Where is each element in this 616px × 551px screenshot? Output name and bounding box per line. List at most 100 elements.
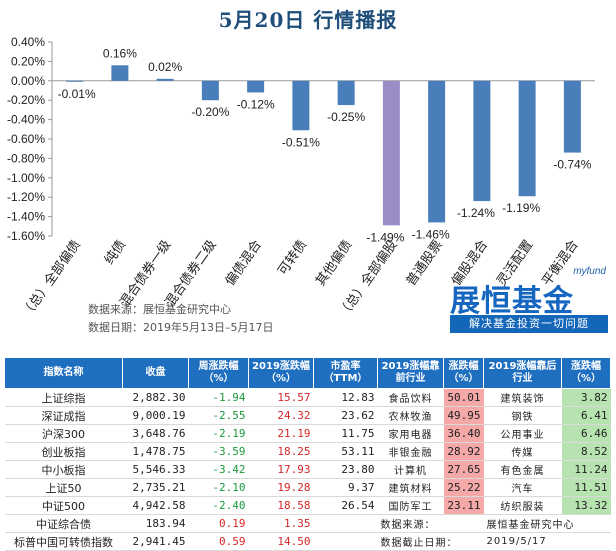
cell-pe [313,532,378,551]
header-ytd-change: 2019涨跌幅（%） [248,357,314,389]
cell-top-industry: 建筑材料 [377,478,444,497]
cell-top-change: 50.01 [443,388,484,407]
cell-bottom-industry: 纺织服装 [483,496,562,515]
cell-ytd-change: 21.19 [248,424,314,443]
cell-week-change: -3.42 [188,460,249,479]
cell-week-change: -2.40 [188,496,249,515]
bar-value-label: -0.51% [282,135,320,149]
cell-bottom-change: 3.82 [561,388,611,407]
y-tick-label: 0.20% [11,54,45,68]
cell-bottom-industry: 建筑装饰 [483,388,562,407]
cell-ytd-change: 14.50 [248,532,314,551]
table-row: 创业板指 1,478.75 -3.59 18.25 53.11 非银金融 28.92 传媒 8.… [4,442,611,461]
cell-pe: 11.75 [313,424,378,443]
table-body: 上证综指 2,882.30 -1.94 15.57 12.83 食品饮料 50.01 建筑装饰… [4,388,611,551]
x-category-label: 纯债 [102,238,129,268]
cell-top-industry: 家用电器 [377,424,444,443]
cell-bottom-change: 6.46 [561,424,611,443]
cell-ytd-change: 18.58 [248,496,314,515]
cell-bottom-change: 13.32 [561,496,611,515]
bar-1 [111,65,129,81]
bar-value-label: -0.12% [237,97,275,111]
cell-ytd-change: 18.25 [248,442,314,461]
table-row: 中小板指 5,546.33 -3.42 17.93 23.80 计算机 27.65 有色金属 1… [4,460,611,479]
table-row: 上证50 2,735.21 -2.10 19.28 9.37 建筑材料 25.22 汽车 11.… [4,478,611,497]
cell-week-change: -2.55 [188,406,249,425]
cell-pe: 23.80 [313,460,378,479]
header-top-industry: 2019涨幅靠前行业 [377,357,444,389]
cell-close: 9,000.19 [122,406,189,425]
cell-ytd-change: 24.32 [248,406,314,425]
header-top-change: 涨跌幅（%） [443,357,484,389]
y-tick-label: -0.80% [7,151,45,165]
cell-bottom-industry: 有色金属 [483,460,562,479]
cell-close: 3,648.76 [122,424,189,443]
cell-top-industry: 国防军工 [377,496,444,515]
bar-value-label: -0.20% [191,105,229,119]
x-category-label: 可转债 [275,238,310,279]
cell-pe [313,514,378,533]
cell-top-change: 49.95 [443,406,484,425]
brand-logo: myfund 展恒基金 解决基金投资一切问题 [446,266,612,336]
cell-close: 4,942.58 [122,496,189,515]
header-pe: 市盈率（TTM） [313,357,378,389]
y-tick-label: -0.60% [7,132,45,146]
cell-bottom-change: 6.41 [561,406,611,425]
y-tick-label: -0.40% [7,113,45,127]
cell-bottom-industry: 传媒 [483,442,562,461]
cell-index-name: 创业板指 [4,442,123,461]
cell-pe: 23.62 [313,406,378,425]
table-row: 沪深300 3,648.76 -2.19 21.19 11.75 家用电器 36.40 公用事… [4,424,611,443]
bar-7 [382,80,400,226]
cell-close: 2,735.21 [122,478,189,497]
cell-close: 2,882.30 [122,388,189,407]
table-row: 上证综指 2,882.30 -1.94 15.57 12.83 食品饮料 50.01 建筑装饰… [4,388,611,407]
x-category-label: （总）全部偏债 [19,237,84,321]
table-row: 中证500 4,942.58 -2.40 18.58 26.54 国防军工 23.11 纺织服… [4,496,611,515]
table-row: 深证成指 9,000.19 -2.55 24.32 23.62 农林牧渔 49.95 钢铁 6.… [4,406,611,425]
cell-pe: 53.11 [313,442,378,461]
foot-date-label: 数据截止日期： [377,532,484,551]
bar-9 [473,80,491,202]
cell-top-industry: 食品饮料 [377,388,444,407]
cell-index-name: 沪深300 [4,424,123,443]
cell-top-change: 36.40 [443,424,484,443]
bar-value-label: -1.46% [412,227,450,241]
cell-ytd-change: 1.35 [248,514,314,533]
header-week-change: 周涨跌幅（%） [188,357,249,389]
y-tick-label: -0.20% [7,93,45,107]
market-table-wrap: 指数名称 收盘 周涨跌幅（%） 2019涨跌幅（%） 市盈率（TTM） 2019… [4,357,611,551]
bar-value-label: -0.25% [327,110,365,124]
bar-8 [428,80,446,223]
cell-index-name: 上证综指 [4,388,123,407]
header-close: 收盘 [122,357,189,389]
bar-3 [201,80,219,101]
cell-week-change: -3.59 [188,442,249,461]
bar-value-label: -1.24% [457,206,495,220]
cell-top-change: 28.92 [443,442,484,461]
bar-4 [247,80,265,93]
bar-chart: 0.40% 0.20% 0.00% -0.20% -0.40% -0.60% -0.80% -… [7,35,595,321]
brand-en: myfund [573,266,606,277]
cell-pe: 9.37 [313,478,378,497]
market-table: 指数名称 收盘 周涨跌幅（%） 2019涨跌幅（%） 市盈率（TTM） 2019… [4,357,611,551]
header-bottom-industry: 2019涨幅靠后行业 [483,357,562,389]
chart-date-note: 数据日期：2019年5月13日–5月17日 [88,321,274,334]
cell-week-change: -2.10 [188,478,249,497]
cell-ytd-change: 15.57 [248,388,314,407]
foot-source-label: 数据来源： [377,514,484,533]
cell-bottom-industry: 公用事业 [483,424,562,443]
cell-close: 183.94 [122,514,189,533]
y-tick-label: -1.60% [7,229,45,243]
x-category-label: 偏债混合 [223,238,265,289]
cell-close: 1,478.75 [122,442,189,461]
chart-bar-layer [66,65,581,226]
foot-source-value: 展恒基金研究中心 [483,514,611,533]
bar-10 [518,80,536,197]
table-row: 中证综合债 183.94 0.19 1.35 数据来源： 展恒基金研究中心 [4,514,611,533]
cell-top-change: 25.22 [443,478,484,497]
cell-week-change: -1.94 [188,388,249,407]
bar-value-label: -0.01% [58,87,96,101]
cell-top-industry: 计算机 [377,460,444,479]
cell-top-change: 27.65 [443,460,484,479]
